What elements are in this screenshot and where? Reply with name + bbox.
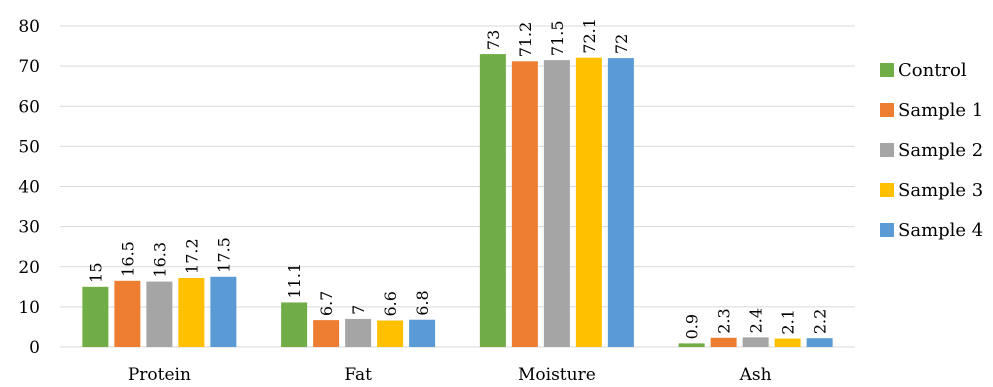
data-label: 71.2	[516, 22, 535, 58]
legend-swatch	[880, 183, 894, 197]
y-axis-ticks: 0 10 20 30 40 50 60 70 80	[18, 17, 40, 358]
legend-label: Control	[898, 60, 967, 81]
category-label-ash: Ash	[739, 365, 772, 385]
y-tick-label: 10	[18, 298, 40, 318]
legend-label: Sample 1	[898, 100, 983, 121]
legend: Control Sample 1 Sample 2 Sample 3 Sample 4	[880, 60, 983, 241]
legend-swatch	[880, 223, 894, 237]
legend-swatch	[880, 103, 894, 117]
data-label: 72.1	[580, 18, 599, 54]
data-labels: 15 16.5 16.3 17.2 17.5 11.1 6.7 7 6.6 6.8 73 71.2 71…	[86, 18, 829, 339]
bar-fat-sample-4	[409, 319, 436, 347]
data-label: 15	[86, 262, 105, 282]
bar-ash-sample-3	[774, 338, 801, 347]
y-tick-label: 70	[18, 57, 40, 77]
bar-protein-sample-4	[210, 276, 237, 347]
bar-ash-sample-4	[806, 338, 833, 347]
y-tick-label: 60	[18, 97, 40, 117]
data-label: 17.5	[214, 237, 233, 273]
data-label: 0.9	[683, 314, 702, 339]
y-tick-label: 80	[18, 17, 40, 37]
data-label: 73	[484, 30, 503, 50]
legend-label: Sample 4	[898, 220, 983, 241]
legend-swatch	[880, 143, 894, 157]
bar-fat-control	[281, 302, 308, 347]
x-axis-categories: Protein Fat Moisture Ash	[128, 365, 772, 385]
data-label: 2.4	[747, 308, 766, 333]
bar-fat-sample-2	[345, 318, 372, 347]
bar-protein-control	[82, 286, 109, 347]
bar-protein-sample-2	[146, 281, 173, 347]
bar-fat-sample-1	[313, 320, 340, 347]
data-label: 72	[612, 34, 631, 54]
data-label: 16.5	[118, 241, 137, 277]
data-label: 2.1	[779, 309, 798, 334]
category-label-protein: Protein	[128, 365, 191, 385]
data-label: 6.6	[381, 291, 400, 316]
data-label: 11.1	[285, 263, 304, 299]
bar-ash-sample-1	[710, 337, 737, 347]
bar-moisture-control	[479, 54, 506, 348]
bar-ash-sample-2	[742, 337, 769, 347]
legend-label: Sample 2	[898, 140, 983, 161]
bar-moisture-sample-4	[607, 58, 634, 347]
data-label: 17.2	[182, 238, 201, 274]
category-label-moisture: Moisture	[518, 365, 596, 385]
bar-fat-sample-3	[377, 320, 404, 347]
data-label: 2.3	[715, 308, 734, 333]
bar-moisture-sample-3	[575, 57, 602, 347]
data-label: 16.3	[150, 242, 169, 278]
y-tick-label: 0	[29, 338, 40, 358]
data-label: 71.5	[548, 20, 567, 56]
bars	[82, 54, 833, 348]
bar-moisture-sample-1	[511, 61, 538, 348]
bar-protein-sample-1	[114, 280, 141, 347]
y-tick-label: 40	[18, 178, 40, 198]
legend-swatch	[880, 63, 894, 77]
category-label-fat: Fat	[344, 365, 372, 385]
data-label: 2.2	[811, 309, 830, 334]
data-label: 7	[349, 305, 368, 315]
bar-ash-control	[678, 343, 705, 347]
bar-protein-sample-3	[178, 277, 205, 347]
data-label: 6.8	[413, 290, 432, 315]
data-label: 6.7	[317, 291, 336, 316]
legend-label: Sample 3	[898, 180, 983, 201]
y-tick-label: 20	[18, 258, 40, 278]
bar-moisture-sample-2	[543, 60, 570, 347]
y-tick-label: 30	[18, 218, 40, 238]
y-tick-label: 50	[18, 137, 40, 157]
